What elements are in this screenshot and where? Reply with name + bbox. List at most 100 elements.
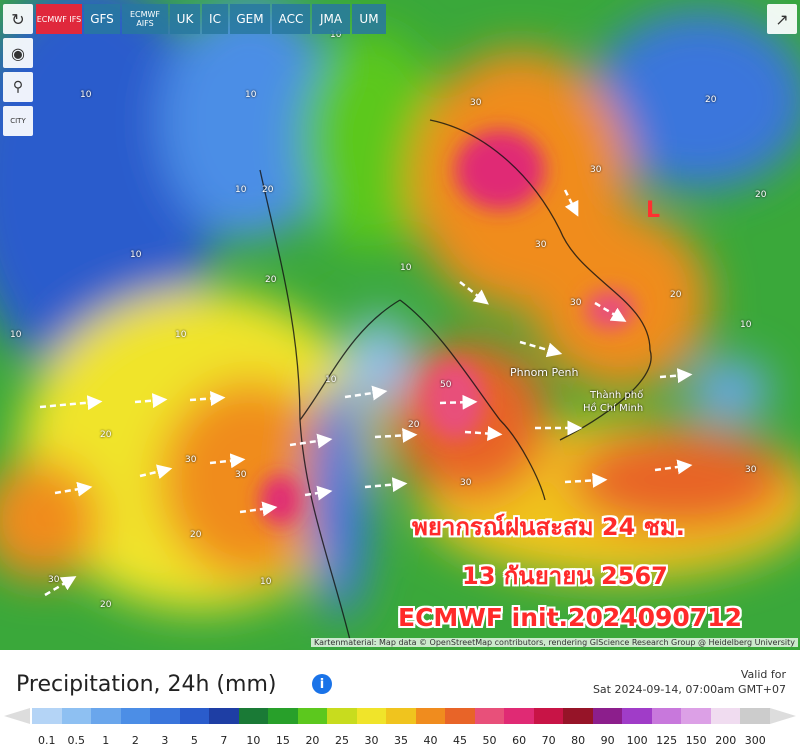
share-button[interactable]: ↗ <box>767 4 797 34</box>
model-button[interactable]: UM <box>352 4 386 34</box>
scale-label: 20 <box>305 734 320 747</box>
scale-label: 5 <box>190 734 198 747</box>
refresh-button[interactable]: ↻ <box>3 4 33 34</box>
contour-label: 20 <box>265 275 277 285</box>
precip-layer <box>0 0 800 650</box>
scale-segment <box>297 708 328 724</box>
model-button[interactable]: JMA <box>312 4 350 34</box>
scale-segment <box>740 708 770 724</box>
scale-segment <box>533 708 564 724</box>
place-label: Phnom Penh <box>510 366 579 379</box>
scale-label: 15 <box>275 734 290 747</box>
scale-label: 125 <box>656 734 678 747</box>
color-scale <box>32 708 770 724</box>
scale-segment <box>356 708 387 724</box>
contour-label: 10 <box>130 250 142 260</box>
contour-label: 10 <box>245 90 257 100</box>
scale-label: 0.5 <box>67 734 86 747</box>
model-button[interactable]: ACC <box>272 4 310 34</box>
contour-label: 20 <box>100 600 112 610</box>
overlay-date: 13 กันยายน 2567 <box>462 562 668 590</box>
scale-segment <box>710 708 741 724</box>
place-label: Thành phố <box>590 390 644 401</box>
scale-label: 100 <box>626 734 648 747</box>
scale-label: 70 <box>541 734 556 747</box>
contour-label: 20 <box>755 190 767 200</box>
scale-arrow <box>4 708 30 724</box>
low-marker: L <box>646 198 661 223</box>
contour-label: 30 <box>745 465 757 475</box>
scale-segment <box>681 708 711 724</box>
scale-label: 40 <box>423 734 438 747</box>
contour-label: 20 <box>705 95 717 105</box>
contour-label: 20 <box>408 420 420 430</box>
contour-label: 30 <box>535 240 547 250</box>
scale-label: 30 <box>364 734 379 747</box>
scale-label: 0.1 <box>38 734 56 747</box>
scale-segment <box>209 708 239 724</box>
scale-label: 50 <box>482 734 497 747</box>
model-button[interactable]: GFS <box>84 4 120 34</box>
scale-label: 60 <box>512 734 527 747</box>
map[interactable]: 10 10 10 10 20 10 10 20 20 30 30 30 20 20 10 10 30 30 50 20… <box>0 0 800 650</box>
contour-label: 10 <box>80 90 92 100</box>
overlay-init: ECMWF init.2024090712 <box>398 603 742 632</box>
scale-label: 1 <box>102 734 110 747</box>
contour-label: 20 <box>190 530 202 540</box>
city-label: CITY <box>10 117 26 125</box>
attribution: Kartenmaterial: Map data © OpenStreetMap… <box>310 638 798 647</box>
scale-label: 7 <box>220 734 228 747</box>
location-button[interactable]: ◉ <box>3 38 33 68</box>
contour-label: 20 <box>262 185 274 195</box>
contour-label: 30 <box>590 165 602 175</box>
scale-segment <box>268 708 298 724</box>
contour-label: 10 <box>740 320 752 330</box>
contour-label: 10 <box>325 375 337 385</box>
scale-label: 35 <box>394 734 408 747</box>
contour-label: 10 <box>10 330 22 340</box>
scale-label: 45 <box>453 734 468 747</box>
city-button[interactable]: CITY <box>3 106 33 136</box>
overlay-title: พยากรณ์ฝนสะสม 24 ชม. <box>412 513 685 541</box>
contour-label: 30 <box>235 470 247 480</box>
scale-label: 2 <box>131 734 139 747</box>
scale-segment <box>474 708 505 724</box>
scale-arrow <box>770 708 796 724</box>
scale-segment <box>592 708 623 724</box>
scale-segment <box>61 708 92 724</box>
model-button[interactable]: IC <box>202 4 228 34</box>
scale-segment <box>622 708 652 724</box>
valid-label: Valid for <box>740 668 786 681</box>
contour-label: 20 <box>670 290 682 300</box>
contour-label: 30 <box>185 455 197 465</box>
zoom-button[interactable]: ⚲ <box>3 72 33 102</box>
valid-time: Sat 2024-09-14, 07:00am GMT+07 <box>592 683 786 696</box>
scale-segment <box>651 708 682 724</box>
scale-label: 25 <box>334 734 349 747</box>
scale-segment <box>327 708 357 724</box>
scale-segment <box>179 708 210 724</box>
legend: Precipitation, 24h (mm) i Valid for Sat … <box>0 650 800 748</box>
contour-label: 10 <box>260 577 272 587</box>
scale-segment <box>91 708 121 724</box>
info-button[interactable]: i <box>312 674 332 694</box>
scale-label: 10 <box>246 734 261 747</box>
model-button[interactable]: ECMWF AIFS <box>122 4 168 34</box>
scale-segment <box>386 708 416 724</box>
contour-label: 30 <box>470 98 482 108</box>
scale-label: 150 <box>685 734 707 747</box>
scale-segment <box>32 708 62 724</box>
scale-segment <box>238 708 269 724</box>
scale-label: 90 <box>600 734 615 747</box>
scale-segment <box>150 708 180 724</box>
model-button[interactable]: GEM <box>230 4 270 34</box>
legend-title: Precipitation, 24h (mm) <box>16 672 277 697</box>
place-label: Hồ Chí Minh <box>583 403 644 414</box>
model-button[interactable]: ECMWF IFS <box>36 4 82 34</box>
contour-label: 30 <box>460 478 472 488</box>
model-button[interactable]: UK <box>170 4 200 34</box>
contour-label: 20 <box>100 430 112 440</box>
scale-label: 3 <box>161 734 169 747</box>
scale-segment <box>563 708 593 724</box>
